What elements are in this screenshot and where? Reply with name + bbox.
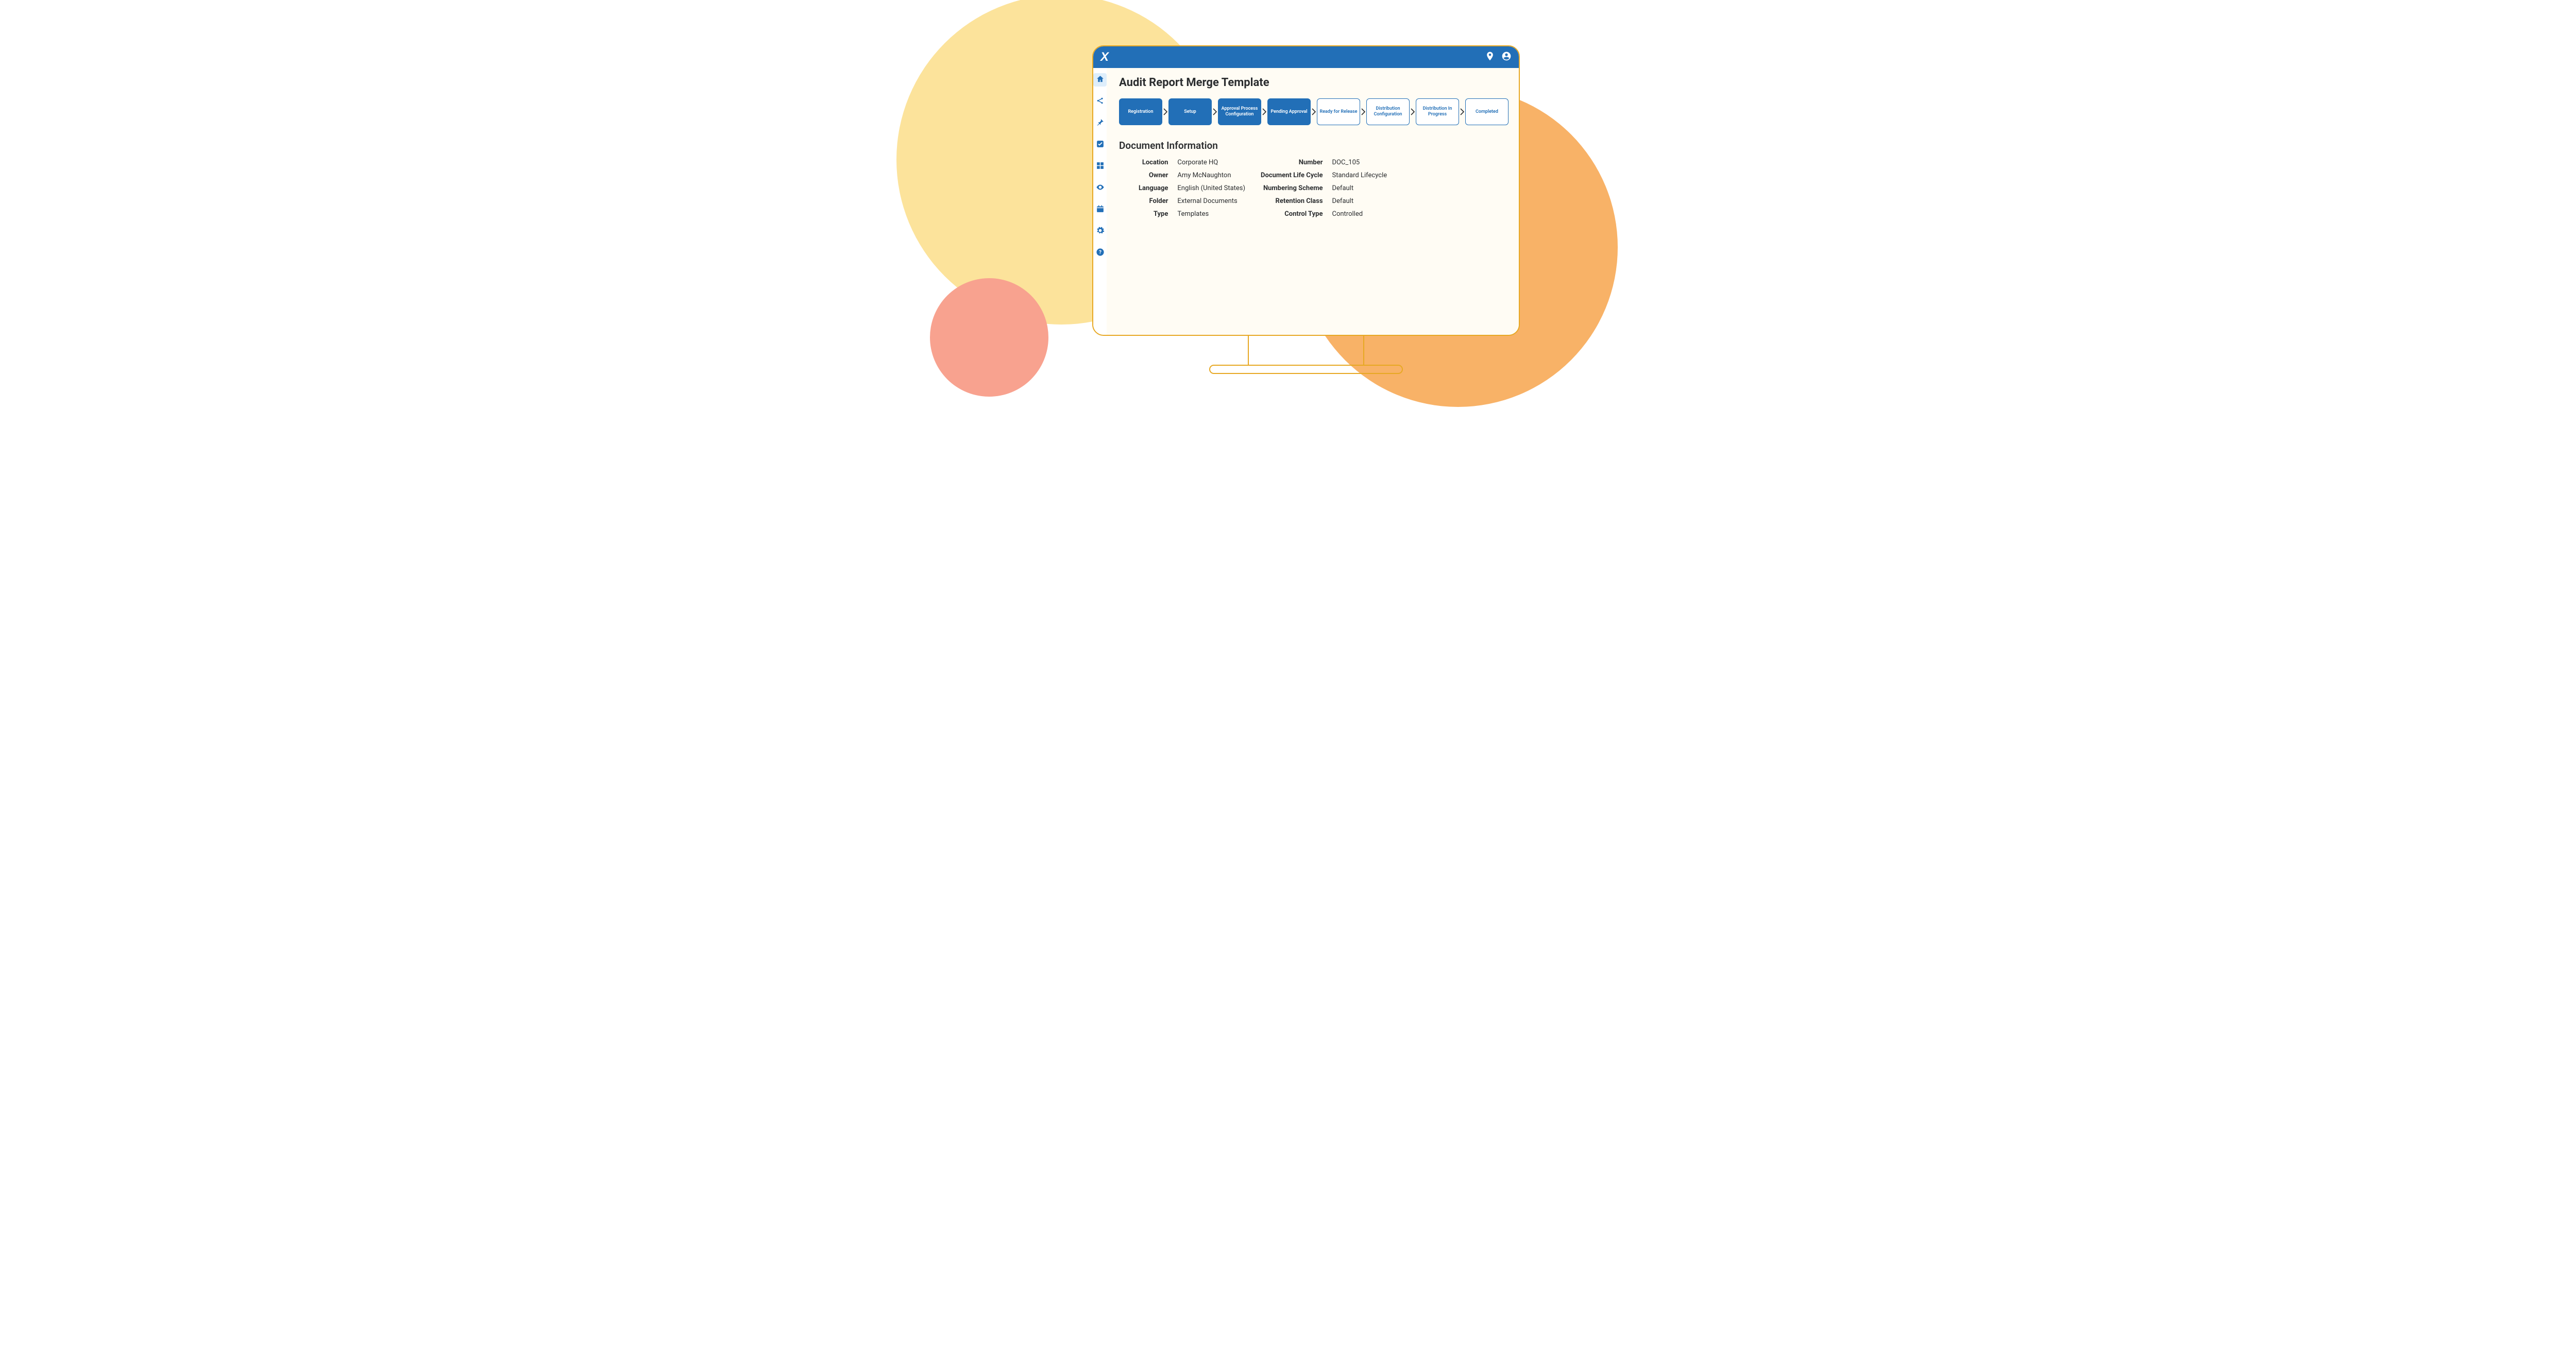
chevron-right-icon: [1212, 98, 1218, 125]
info-label: Number: [1261, 159, 1323, 166]
home-icon: [1096, 75, 1105, 86]
chevron-right-icon: [1261, 98, 1267, 125]
info-label: Control Type: [1261, 210, 1323, 218]
workflow-step[interactable]: Distribution In Progress: [1416, 98, 1459, 125]
info-value: English (United States): [1177, 184, 1245, 192]
app-header: X: [1093, 46, 1519, 68]
workflow-step[interactable]: Setup: [1168, 98, 1212, 125]
eye-icon: [1096, 183, 1105, 194]
info-label: Numbering Scheme: [1261, 184, 1323, 192]
sidebar-item-calendar[interactable]: [1093, 203, 1107, 216]
info-value: Standard Lifecycle: [1332, 172, 1387, 179]
sidebar-item-help[interactable]: ?: [1093, 246, 1107, 260]
doc-info-col-left: Location Corporate HQ Owner Amy McNaughton L…: [1139, 159, 1245, 218]
share-icon: [1096, 96, 1105, 107]
header-actions: [1485, 51, 1512, 63]
page-title: Audit Report Merge Template: [1119, 76, 1509, 89]
workflow-stepper: RegistrationSetupApproval Process Config…: [1119, 98, 1509, 125]
info-value: External Documents: [1177, 197, 1245, 205]
content-area: Audit Report Merge Template Registration…: [1107, 68, 1520, 335]
info-value: Default: [1332, 184, 1387, 192]
workflow-step[interactable]: Registration: [1119, 98, 1162, 125]
info-label: Retention Class: [1261, 197, 1323, 205]
account-icon[interactable]: [1501, 51, 1512, 63]
chevron-right-icon: [1459, 98, 1465, 125]
decor-circle-coral: [930, 278, 1048, 397]
monitor-stand-base: [1209, 365, 1403, 374]
svg-text:?: ?: [1099, 250, 1101, 255]
calendar-icon: [1096, 205, 1105, 215]
info-label: Language: [1139, 184, 1168, 192]
workflow-step[interactable]: Ready for Release: [1317, 98, 1360, 125]
workflow-step[interactable]: Approval Process Configuration: [1218, 98, 1261, 125]
info-label: Owner: [1139, 172, 1168, 179]
info-label: Type: [1139, 210, 1168, 218]
doc-info-col-right: Number DOC_105 Document Life Cycle Standard…: [1261, 159, 1387, 218]
workflow-step[interactable]: Distribution Configuration: [1366, 98, 1410, 125]
sidebar-item-home[interactable]: [1093, 73, 1107, 87]
settings-icon: [1096, 226, 1105, 237]
chevron-right-icon: [1162, 98, 1168, 125]
info-value: Default: [1332, 197, 1387, 205]
app-body: ? Audit Report Merge Template Registrati…: [1093, 68, 1519, 335]
stage: X ? Audit Report Merge Template Registra…: [902, 0, 1674, 404]
sidebar-item-check[interactable]: [1093, 138, 1107, 151]
sidebar-item-settings[interactable]: [1093, 225, 1107, 238]
info-label: Document Life Cycle: [1261, 172, 1323, 179]
info-value: Templates: [1177, 210, 1245, 218]
info-value: Amy McNaughton: [1177, 172, 1245, 179]
info-value: DOC_105: [1332, 159, 1387, 166]
workflow-step[interactable]: Pending Approval: [1267, 98, 1311, 125]
info-label: Folder: [1139, 197, 1168, 205]
monitor-frame: X ? Audit Report Merge Template Registra…: [1092, 45, 1520, 336]
apps-icon: [1096, 161, 1105, 172]
pin-icon: [1096, 118, 1105, 129]
info-value: Controlled: [1332, 210, 1387, 218]
sidebar-item-apps[interactable]: [1093, 160, 1107, 173]
chevron-right-icon: [1410, 98, 1416, 125]
sidebar-item-pin[interactable]: [1093, 116, 1107, 130]
help-icon: ?: [1096, 248, 1105, 259]
monitor-stand-neck: [1248, 335, 1364, 365]
info-label: Location: [1139, 159, 1168, 166]
doc-info-heading: Document Information: [1119, 140, 1509, 151]
sidebar-item-eye[interactable]: [1093, 181, 1107, 195]
check-icon: [1096, 140, 1105, 150]
location-icon[interactable]: [1485, 51, 1495, 63]
chevron-right-icon: [1311, 98, 1317, 125]
chevron-right-icon: [1360, 98, 1366, 125]
sidebar-item-share[interactable]: [1093, 95, 1107, 108]
info-value: Corporate HQ: [1177, 159, 1245, 166]
sidebar: ?: [1093, 68, 1107, 335]
doc-info-grid: Location Corporate HQ Owner Amy McNaughton L…: [1119, 159, 1509, 218]
workflow-step[interactable]: Completed: [1465, 98, 1509, 125]
brand-logo[interactable]: X: [1100, 50, 1108, 64]
